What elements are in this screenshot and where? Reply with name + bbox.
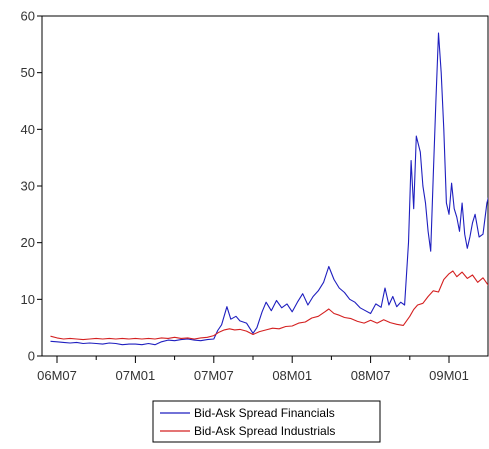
x-tick-label: 08M01 bbox=[272, 368, 312, 383]
x-tick-label: 06M07 bbox=[37, 368, 77, 383]
series-line-financials bbox=[50, 32, 488, 346]
x-axis: 06M07 07M01 07M07 08M01 08M07 09M01 bbox=[37, 356, 469, 383]
x-tick-label: 09M01 bbox=[429, 368, 469, 383]
y-tick-label: 10 bbox=[21, 292, 35, 307]
y-tick-label: 30 bbox=[21, 179, 35, 194]
y-tick-label: 60 bbox=[21, 9, 35, 24]
y-tick-label: 0 bbox=[28, 349, 35, 364]
series-line-industrials bbox=[50, 270, 488, 341]
x-tick-label: 07M01 bbox=[116, 368, 156, 383]
series-lines bbox=[50, 32, 488, 346]
legend: Bid-Ask Spread Financials Bid-Ask Spread… bbox=[152, 400, 381, 443]
legend-box bbox=[152, 400, 381, 443]
legend-label-financials: Bid-Ask Spread Financials bbox=[194, 406, 335, 420]
y-tick-label: 20 bbox=[21, 235, 35, 250]
legend-label-industrials: Bid-Ask Spread Industrials bbox=[194, 424, 335, 438]
y-tick-label: 40 bbox=[21, 122, 35, 137]
x-tick-label: 07M07 bbox=[194, 368, 234, 383]
y-tick-label: 50 bbox=[21, 65, 35, 80]
y-axis: 0 10 20 30 40 50 60 bbox=[21, 9, 42, 364]
x-tick-label: 08M07 bbox=[351, 368, 391, 383]
